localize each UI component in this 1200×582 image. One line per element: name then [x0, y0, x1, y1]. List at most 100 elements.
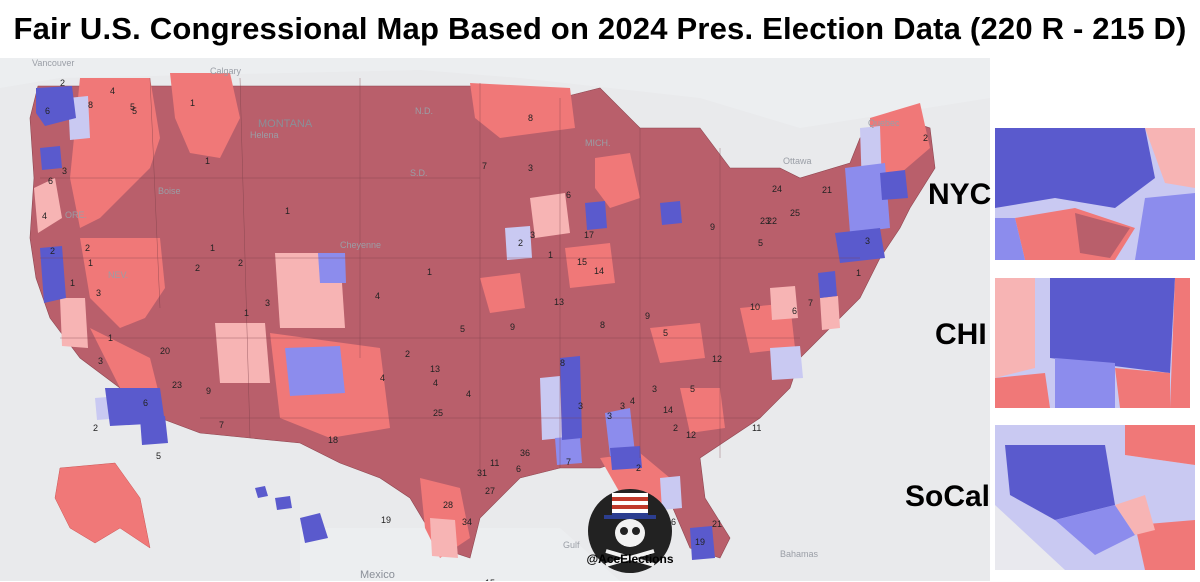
label-nd: N.D.: [415, 106, 433, 116]
chi-inset-svg: [995, 278, 1190, 408]
district-number: 5: [460, 324, 466, 334]
nyc-inset-svg: [995, 128, 1195, 260]
district-number: 3: [652, 384, 658, 394]
map-svg: [0, 58, 990, 581]
hawaii: [255, 486, 268, 498]
district-number: 14: [663, 405, 674, 415]
new-england: [845, 163, 890, 233]
district-number: 18: [328, 435, 339, 445]
district-number: 23: [172, 380, 183, 390]
twitter-handle: @AceElections: [586, 552, 674, 566]
district-number: 4: [42, 211, 48, 221]
label-calgary: Calgary: [210, 66, 242, 76]
district-number: 1: [190, 98, 196, 108]
minnesota-north: [470, 83, 575, 138]
nevada: [80, 238, 165, 328]
district-number: 27: [485, 486, 496, 496]
maine: [870, 103, 930, 178]
district-number: 3: [530, 230, 536, 240]
district-number: 5: [130, 102, 136, 112]
district-number: 1: [210, 243, 216, 253]
iowa-strip: [480, 273, 525, 313]
district-number: 2: [85, 243, 91, 253]
label-nev: NEV.: [108, 270, 129, 280]
new-mexico-north: [215, 323, 270, 383]
district-number: 2: [238, 258, 244, 268]
district-number: 7: [566, 457, 572, 467]
idaho-panhandle: [170, 73, 240, 158]
district-number: 9: [510, 322, 516, 332]
cal-coastal: [60, 298, 88, 348]
district-number: 9: [710, 222, 716, 232]
district-number: 2: [50, 246, 56, 256]
district-number: 1: [427, 267, 433, 277]
nj-south: [820, 296, 840, 330]
district-number: 4: [380, 373, 386, 383]
alaska: [54, 462, 151, 549]
district-number: 1: [205, 156, 211, 166]
district-number: 31: [477, 468, 488, 478]
district-number: 3: [607, 411, 613, 421]
district-number: 4: [466, 389, 472, 399]
district-number: 4: [433, 378, 439, 388]
district-number: 5: [156, 451, 162, 461]
label-quebec: Quebec: [868, 118, 900, 128]
district-number: 2: [923, 133, 929, 143]
alabama-dem: [610, 446, 642, 470]
district-number: 7: [219, 420, 225, 430]
district-number: 15: [577, 257, 588, 267]
district-number: 14: [594, 266, 605, 276]
label-mexico: Mexico: [360, 569, 395, 581]
district-number: 1: [88, 258, 94, 268]
district-number: 1: [856, 268, 862, 278]
new-york-metro: [835, 228, 885, 263]
district-number: 17: [584, 230, 595, 240]
district-number: 2: [60, 78, 66, 88]
district-number: 3: [62, 166, 68, 176]
district-number: 6: [48, 176, 54, 186]
district-number: 2: [636, 463, 642, 473]
district-number: 6: [516, 464, 522, 474]
label-sd: S.D.: [410, 168, 428, 178]
socal-inset[interactable]: [995, 425, 1195, 570]
nyc-inset[interactable]: [995, 128, 1195, 260]
district-number: 1: [285, 206, 291, 216]
district-number: 1: [548, 250, 554, 260]
district-number: 4: [630, 396, 636, 406]
socal-label: SoCal: [905, 480, 991, 513]
iowa-east: [530, 193, 570, 238]
district-number: 5: [758, 238, 764, 248]
map-title: Fair U.S. Congressional Map Based on 202…: [13, 11, 1187, 46]
district-number: 4: [375, 291, 381, 301]
district-number: 21: [712, 519, 723, 529]
district-number: 6: [566, 190, 572, 200]
district-number: 8: [88, 100, 94, 110]
district-number: 28: [443, 500, 454, 510]
chi-label: CHI: [935, 318, 987, 351]
oregon-east: [70, 78, 160, 228]
maryland-w: [770, 286, 798, 320]
hawaii-2: [275, 496, 292, 510]
mississippi-delta: [540, 376, 562, 440]
label-montana: MONTANA: [258, 118, 313, 130]
district-number: 5: [663, 328, 669, 338]
ace-elections-logo: [584, 485, 676, 577]
los-angeles: [105, 388, 165, 426]
district-number: 25: [433, 408, 444, 418]
district-number: 3: [865, 236, 871, 246]
district-number: 1: [108, 333, 114, 343]
label-ottawa: Ottawa: [783, 156, 812, 166]
district-number: 13: [554, 297, 565, 307]
district-number: 8: [560, 358, 566, 368]
chi-inset[interactable]: [995, 278, 1190, 408]
label-vancouver: Vancouver: [32, 58, 75, 68]
new-mexico-central: [285, 346, 345, 396]
district-number: 34: [462, 517, 473, 527]
district-number: 12: [712, 354, 723, 364]
detroit: [660, 201, 682, 225]
hawaii-3: [300, 513, 328, 543]
district-number: 3: [98, 356, 104, 366]
iowa-dem: [505, 226, 532, 260]
us-map[interactable]: Calgary Vancouver MONTANA Helena Boise C…: [0, 58, 990, 581]
nyc-label: NYC: [928, 178, 992, 211]
